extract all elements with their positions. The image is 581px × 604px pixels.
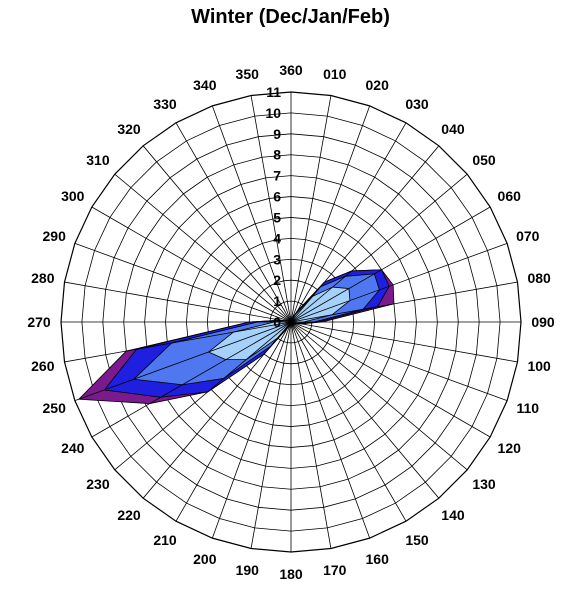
spoke-line [91, 321, 292, 438]
direction-label: 280 [31, 270, 55, 286]
direction-label: 230 [86, 476, 110, 492]
radial-label: 3 [273, 251, 281, 267]
direction-label: 050 [472, 152, 496, 168]
radial-label: 10 [265, 105, 281, 121]
direction-label: 070 [516, 228, 540, 244]
radial-label: 9 [273, 126, 281, 142]
radial-label: 7 [273, 168, 281, 184]
spoke-line [114, 321, 292, 471]
direction-label: 350 [236, 66, 260, 82]
radial-label: 4 [273, 230, 281, 246]
direction-label: 310 [86, 152, 110, 168]
radial-label: 11 [266, 84, 281, 100]
spoke-line [290, 321, 518, 363]
spoke-line [290, 145, 440, 323]
direction-label: 180 [279, 566, 303, 582]
direction-label: 270 [27, 314, 51, 330]
direction-label: 030 [405, 96, 429, 112]
radial-label: 6 [273, 189, 281, 205]
spoke-line [290, 321, 491, 438]
spoke-line [74, 242, 292, 323]
direction-label: 340 [193, 77, 217, 93]
spoke-line [290, 321, 468, 471]
chart-title: Winter (Dec/Jan/Feb) [191, 6, 390, 28]
spoke-line [91, 206, 292, 323]
direction-label: 110 [517, 400, 540, 416]
direction-label: 300 [61, 188, 85, 204]
spoke-line [290, 242, 508, 323]
direction-label: 210 [153, 532, 177, 548]
radial-labels: 0 1 2 3 4 5 6 7 8 9 10 11 [265, 84, 281, 330]
radial-label: 8 [273, 147, 281, 163]
spoke-line [175, 321, 292, 522]
direction-label: 360 [279, 62, 303, 78]
spoke-line [64, 321, 292, 363]
direction-label: 170 [323, 562, 347, 578]
radial-label: 2 [273, 272, 281, 288]
direction-label: 160 [366, 551, 390, 567]
spoke-line [290, 321, 332, 549]
direction-label: 320 [117, 121, 141, 137]
direction-label: 260 [31, 358, 55, 374]
direction-label: 330 [153, 96, 177, 112]
direction-label: 290 [43, 228, 67, 244]
direction-label: 220 [117, 507, 141, 523]
spoke-line [175, 122, 292, 323]
spoke-line [211, 321, 292, 539]
direction-label: 200 [193, 551, 217, 567]
spoke-line [250, 321, 292, 549]
direction-label: 150 [405, 532, 429, 548]
radial-label: 0 [273, 314, 281, 330]
direction-label: 010 [323, 66, 347, 82]
direction-label: 140 [441, 507, 465, 523]
direction-label: 090 [531, 314, 555, 330]
spoke-line [114, 173, 292, 323]
spoke-line [290, 122, 407, 323]
spoke-line [250, 95, 292, 323]
direction-labels: 360 0100200300400500600700800901001101201… [27, 62, 555, 582]
direction-label: 240 [61, 440, 85, 456]
radial-label: 5 [273, 209, 281, 225]
spoke-line [290, 321, 508, 402]
direction-label: 130 [472, 476, 496, 492]
direction-label: 250 [43, 400, 67, 416]
radial-label: 1 [273, 293, 281, 309]
spoke-line [290, 105, 371, 323]
spoke-line [211, 105, 292, 323]
spoke-line [290, 321, 440, 499]
spoke-line [142, 145, 292, 323]
spoke-line [290, 281, 518, 323]
spoke-line [290, 206, 491, 323]
direction-label: 190 [236, 562, 260, 578]
spoke-line [290, 173, 468, 323]
direction-label: 120 [498, 440, 522, 456]
spoke-line [290, 321, 371, 539]
spoke-line [74, 321, 292, 402]
spoke-line [290, 321, 407, 522]
direction-label: 040 [441, 121, 465, 137]
direction-label: 100 [527, 358, 551, 374]
spoke-line [142, 321, 292, 499]
direction-label: 020 [366, 77, 390, 93]
spoke-lines [61, 92, 521, 552]
direction-label: 060 [498, 188, 522, 204]
spoke-line [290, 95, 332, 323]
direction-label: 080 [527, 270, 551, 286]
spoke-line [64, 281, 292, 323]
